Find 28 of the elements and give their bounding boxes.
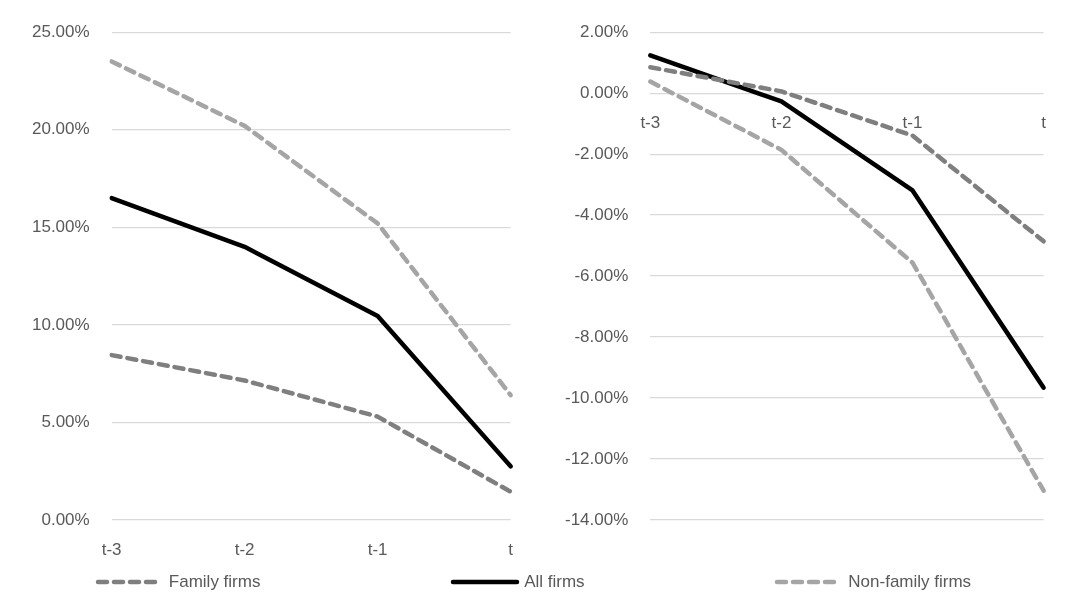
legend-label: All firms <box>524 572 585 592</box>
y-tick-label: -14.00% <box>564 509 629 529</box>
y-tick-label: 25.00% <box>31 21 90 41</box>
x-tick-label: t <box>508 539 514 559</box>
y-tick-label: -10.00% <box>564 387 629 407</box>
y-tick-label: 20.00% <box>31 119 90 139</box>
x-tick-label: t-1 <box>367 539 388 559</box>
y-tick-label: 10.00% <box>31 314 90 334</box>
x-tick-label: t <box>1041 113 1047 133</box>
x-tick-label: t-3 <box>101 539 122 559</box>
y-tick-label: 2.00% <box>580 21 629 41</box>
y-tick-label: -2.00% <box>574 143 629 163</box>
y-tick-label: -4.00% <box>574 204 629 224</box>
y-tick-label: -6.00% <box>574 265 629 285</box>
x-tick-label: t-3 <box>640 113 661 133</box>
x-tick-label: t-1 <box>902 113 923 133</box>
legend-label: Family firms <box>168 572 261 592</box>
y-tick-label: -12.00% <box>564 448 629 468</box>
line-series <box>109 352 513 494</box>
y-tick-label: 15.00% <box>31 217 90 237</box>
legend-label: Non-family firms <box>848 572 972 592</box>
x-tick-label: t-2 <box>234 539 255 559</box>
y-tick-label: 0.00% <box>41 509 90 529</box>
x-tick-label: t-2 <box>771 113 792 133</box>
line-series <box>109 59 513 398</box>
y-tick-label: 5.00% <box>41 412 90 432</box>
y-tick-label: -8.00% <box>574 326 629 346</box>
y-tick-label: 0.00% <box>580 82 629 102</box>
